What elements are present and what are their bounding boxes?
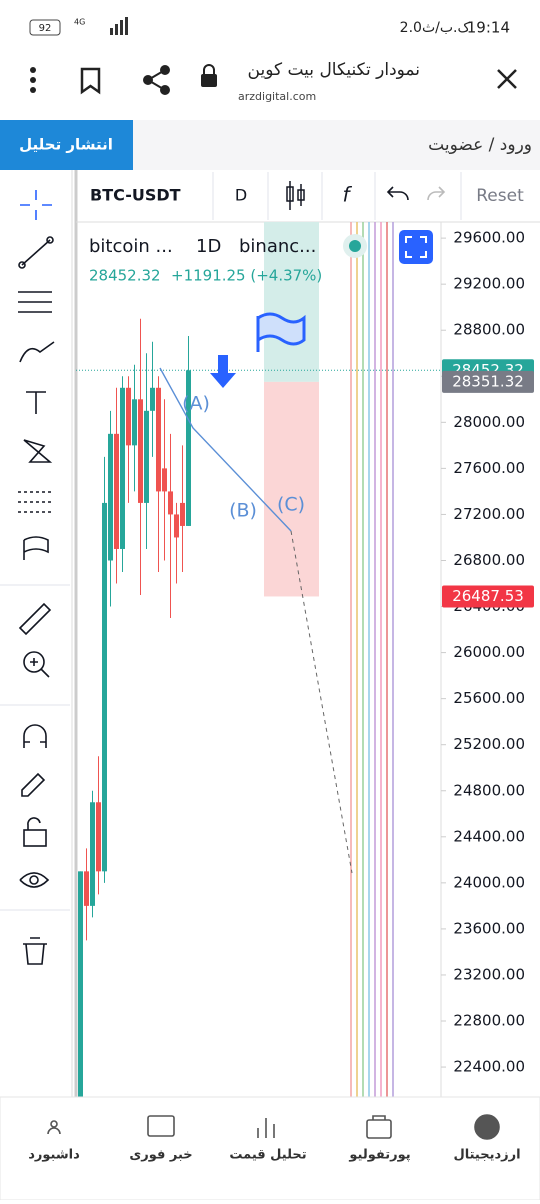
publish-button[interactable] xyxy=(0,120,133,170)
speed: 2.0ک.ب/ث xyxy=(400,20,471,36)
battery xyxy=(29,19,61,36)
indicators-button[interactable]: f xyxy=(342,183,352,207)
candle-body xyxy=(186,370,191,526)
candle-body xyxy=(108,433,113,561)
y-tick-label: 28000.00 xyxy=(453,413,525,431)
y-tick-label: 26000.00 xyxy=(453,643,525,661)
y-tick-label: 24400.00 xyxy=(453,827,525,845)
legend-interval: 1D xyxy=(196,236,221,257)
fullscreen-button[interactable] xyxy=(399,230,433,264)
chart-type-button[interactable] xyxy=(286,181,305,210)
candle-body xyxy=(102,502,107,872)
y-tick-label: 23200.00 xyxy=(453,965,525,983)
legend-name: bitcoin ... xyxy=(89,236,173,257)
y-tick-label: 28800.00 xyxy=(453,321,525,339)
symbol[interactable]: BTC-USDT xyxy=(90,186,181,205)
legend-exchange: binanc... xyxy=(239,236,316,257)
plot: (A) (B) (C) xyxy=(76,222,446,1102)
candle-body xyxy=(126,387,131,446)
close-button[interactable] xyxy=(497,69,517,89)
y-tick-label: 24000.00 xyxy=(453,873,525,891)
wave-line xyxy=(159,367,292,532)
y-tick-label: 22400.00 xyxy=(453,1058,525,1076)
drawing-tools[interactable] xyxy=(18,190,55,965)
nav-item[interactable]: پورتفولیو xyxy=(348,1148,410,1163)
projection xyxy=(290,530,353,874)
network: 4G xyxy=(74,18,85,27)
share-button[interactable] xyxy=(143,65,170,95)
nav-icons xyxy=(47,1114,500,1140)
nav-item[interactable]: داشبورد xyxy=(28,1148,80,1163)
nav-item[interactable]: تحلیل قیمت xyxy=(229,1148,306,1163)
y-tick-label: 29600.00 xyxy=(453,229,525,247)
wave-label: (C) xyxy=(277,494,305,516)
interval-button[interactable]: D xyxy=(235,186,247,205)
undo-button[interactable] xyxy=(386,186,409,201)
y-tick-label: 27200.00 xyxy=(453,505,525,523)
price-marker xyxy=(442,585,534,608)
flag-icon xyxy=(256,312,306,352)
menu-button[interactable] xyxy=(30,67,36,93)
legend-price: 28452.32 xyxy=(89,267,161,285)
login-link[interactable]: ورود / عضویت xyxy=(428,135,532,155)
publish-label: انتشار تحلیل xyxy=(19,136,113,154)
candle-body xyxy=(162,468,167,492)
y-tick-label: 29200.00 xyxy=(453,275,525,293)
wave-label: (B) xyxy=(229,500,257,522)
wave-label: (A) xyxy=(182,393,210,415)
loss-zone xyxy=(264,381,319,597)
candle-body xyxy=(78,871,83,1102)
nav-item[interactable]: ارزدیجیتال xyxy=(453,1148,520,1163)
profit-zone xyxy=(264,222,319,382)
candle-body xyxy=(168,491,173,515)
redo-button[interactable] xyxy=(427,186,446,201)
y-tick-label: 27600.00 xyxy=(453,459,525,477)
reset-button[interactable]: Reset xyxy=(476,186,524,206)
price-marker-label: 26487.53 xyxy=(452,587,524,605)
y-tick-label: 25600.00 xyxy=(453,689,525,707)
candle-body xyxy=(90,802,95,906)
y-tick-label: 23600.00 xyxy=(453,919,525,937)
candle-body xyxy=(174,514,179,538)
arrow-down xyxy=(210,355,236,388)
bookmark-button[interactable] xyxy=(80,67,101,95)
status-dot xyxy=(349,240,361,252)
y-tick-label: 22800.00 xyxy=(453,1012,525,1030)
signal xyxy=(110,17,128,35)
page-title: نمودار تکنیکال بیت کوین xyxy=(248,60,420,80)
y-tick-label: 24800.00 xyxy=(453,781,525,799)
candle-body xyxy=(150,387,155,411)
price-marker xyxy=(442,370,534,393)
lock-icon xyxy=(201,64,217,87)
y-tick-label: 25200.00 xyxy=(453,735,525,753)
candle-body xyxy=(144,410,149,503)
url: arzdigital.com xyxy=(238,90,316,103)
candle-body xyxy=(180,502,185,526)
time: 19:14 xyxy=(467,19,510,37)
candle-body xyxy=(156,387,161,492)
candle-body xyxy=(120,387,125,549)
candle-body xyxy=(132,399,137,446)
nav-item[interactable]: خبر فوری xyxy=(129,1148,192,1163)
price-marker-label: 28351.32 xyxy=(452,372,524,390)
battery-level: 92 xyxy=(39,23,52,34)
candle-body xyxy=(114,433,119,549)
legend-change: +1191.25 (+4.37%) xyxy=(171,267,322,285)
candle-body xyxy=(138,399,143,503)
y-tick-label: 26800.00 xyxy=(453,551,525,569)
candle-body xyxy=(96,802,101,872)
candle-body xyxy=(84,871,89,906)
